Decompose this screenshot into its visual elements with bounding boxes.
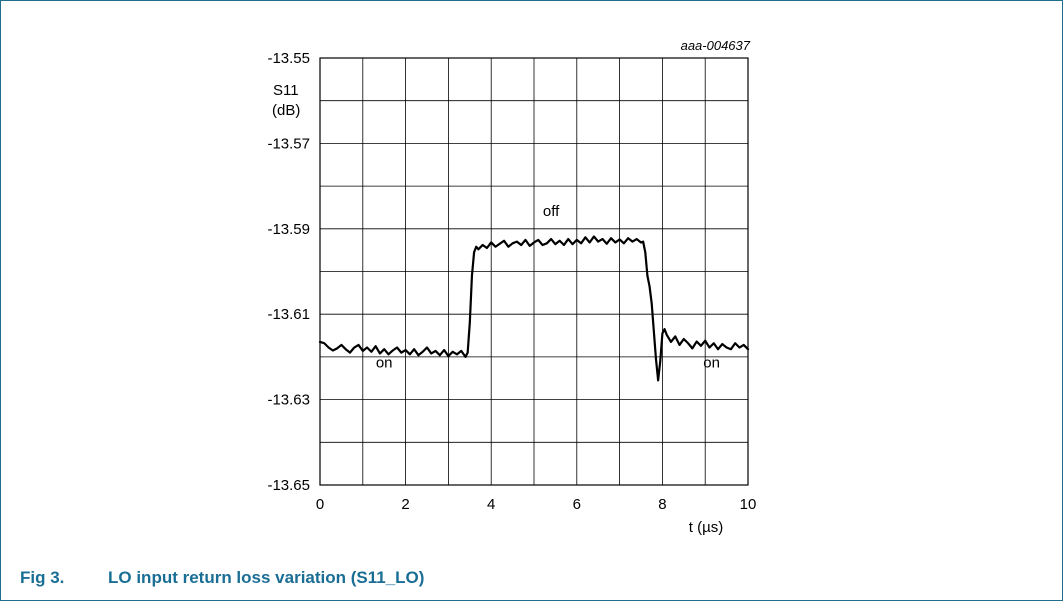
- y-axis-label-line2: (dB): [272, 102, 300, 119]
- x-tick-labels: 0 2 4 6 8 10: [316, 496, 757, 513]
- y-tick-label: -13.59: [267, 221, 310, 238]
- y-tick-labels: -13.55 -13.57 -13.59 -13.61 -13.63 -13.65: [267, 50, 310, 494]
- figure-caption-number: Fig 3.: [20, 568, 65, 587]
- chart-grid: [320, 58, 748, 485]
- s11-series-line: [318, 235, 750, 382]
- annotation-label: on: [703, 355, 720, 372]
- figure-image-code: aaa-004637: [681, 38, 751, 53]
- y-tick-label: -13.63: [267, 392, 310, 409]
- y-axis-label-line1: S11: [273, 82, 299, 99]
- y-tick-label: -13.61: [267, 306, 310, 323]
- x-tick-label: 6: [573, 496, 581, 513]
- x-tick-label: 10: [740, 496, 757, 513]
- annotation-label: off: [543, 203, 560, 220]
- chart-annotations: off on on: [376, 203, 720, 372]
- x-tick-label: 8: [658, 496, 666, 513]
- annotation-label: on: [376, 355, 393, 372]
- y-tick-label: -13.65: [267, 477, 310, 494]
- y-tick-label: -13.55: [267, 50, 310, 67]
- plot-area-border: [319, 57, 749, 486]
- figure-caption-text: LO input return loss variation (S11_LO): [108, 568, 425, 587]
- x-tick-label: 0: [316, 496, 324, 513]
- figure-caption: Fig 3. LO input return loss variation (S1…: [20, 568, 424, 588]
- x-tick-label: 4: [487, 496, 495, 513]
- y-tick-label: -13.57: [267, 135, 310, 152]
- x-tick-label: 2: [401, 496, 409, 513]
- x-axis-label: t (µs): [689, 519, 723, 536]
